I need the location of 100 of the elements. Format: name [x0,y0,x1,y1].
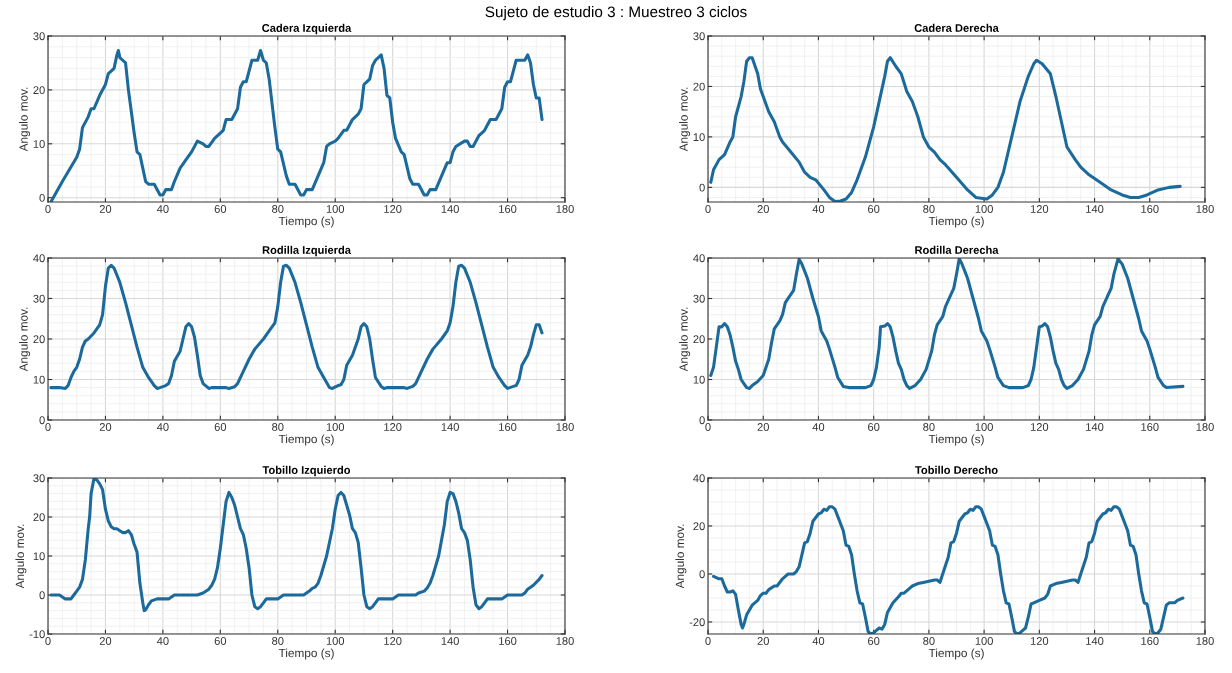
y-tick-label: 20 [33,335,45,344]
x-tick-label: 140 [1086,205,1104,213]
x-tick-label: 60 [214,205,227,213]
line-series [49,478,544,613]
y-axis-title: Angulo mov. [679,87,691,152]
y-axis-title: Angulo mov. [19,307,31,372]
x-tick-label: 40 [812,637,825,645]
chart-title: Rodilla Derecha [915,245,999,254]
x-axis-title: Tiempo (s) [928,216,984,228]
x-tick-label: 100 [326,205,345,213]
x-tick-label: 140 [441,637,459,645]
y-tick-label: 20 [33,513,45,522]
x-tick-label: 120 [1030,637,1049,645]
y-tick-label: 0 [699,570,705,579]
x-tick-label: 80 [923,637,935,645]
y-axis-title: Angulo mov. [675,524,687,589]
line-series [709,258,1185,390]
x-tick-label: 180 [1196,423,1214,431]
x-tick-label: 140 [441,423,459,431]
chart-title: Tobillo Izquierdo [262,465,351,477]
x-tick-label: 120 [384,423,402,431]
y-tick-label: 30 [33,32,45,41]
y-axis-title: Angulo mov. [15,524,27,589]
x-tick-label: 120 [384,205,402,213]
y-tick-label: 30 [33,294,45,303]
x-tick-label: 160 [1141,205,1159,213]
x-tick-label: 20 [757,205,769,213]
x-tick-label: 40 [156,637,169,645]
y-tick-label: 20 [693,335,705,344]
x-tick-label: 0 [45,205,51,213]
x-tick-label: 20 [99,205,112,213]
x-tick-label: 160 [499,205,517,213]
x-tick-label: 20 [99,637,112,645]
x-tick-label: 140 [1086,637,1104,645]
y-tick-label: 30 [693,294,705,303]
x-tick-label: 60 [868,423,880,431]
chart-title: Rodilla Izquierda [262,245,352,257]
x-tick-label: 20 [757,423,769,431]
y-tick-label: 30 [33,474,45,483]
x-tick-label: 180 [556,423,574,431]
x-tick-label: 0 [45,637,51,645]
y-axis-title: Angulo mov. [19,87,31,152]
y-tick-label: -20 [689,618,705,627]
line-series [49,263,544,390]
chart-title: Tobillo Derecho [915,465,998,474]
x-tick-label: 80 [923,423,935,431]
y-tick-label: 0 [39,193,45,202]
x-tick-label: 100 [975,205,993,213]
x-tick-label: 80 [923,205,935,213]
chart-title: Cadera Izquierda [262,23,352,35]
x-axis-title: Tiempo (s) [928,434,984,446]
x-tick-label: 180 [1196,205,1214,213]
x-tick-label: 160 [1141,637,1159,645]
x-tick-label: 180 [1196,637,1214,645]
x-tick-label: 180 [556,205,574,213]
chart-title: Cadera Derecha [914,23,999,32]
y-tick-label: 10 [33,140,45,148]
y-tick-label: 30 [693,32,705,41]
x-tick-label: 100 [975,423,993,431]
y-tick-label: 10 [33,552,45,561]
x-tick-label: 60 [214,637,227,645]
line-series [49,49,544,202]
x-tick-label: 160 [499,423,517,431]
x-tick-label: 80 [272,423,284,431]
x-tick-label: 40 [812,423,825,431]
x-tick-label: 120 [1030,205,1049,213]
x-axis-title: Tiempo (s) [278,648,334,660]
x-tick-label: 160 [1141,423,1159,431]
line-series [711,505,1185,634]
line-series [709,56,1182,202]
y-tick-label: 0 [699,183,705,192]
x-tick-label: 80 [272,205,284,213]
x-axis-title: Tiempo (s) [278,434,334,446]
y-tick-label: 40 [693,254,705,263]
y-tick-label: 20 [693,82,705,91]
x-tick-label: 120 [1030,423,1049,431]
x-tick-label: 140 [441,205,459,213]
x-tick-label: 0 [705,423,711,431]
x-tick-label: 60 [214,423,227,431]
y-tick-label: 20 [33,86,45,95]
x-tick-label: 20 [99,423,112,431]
x-tick-label: 40 [156,423,169,431]
x-tick-label: 80 [272,637,284,645]
x-axis-title: Tiempo (s) [278,216,334,228]
x-tick-label: 60 [868,637,880,645]
y-tick-label: 0 [699,416,705,425]
x-tick-label: 60 [868,205,880,213]
x-tick-label: 0 [705,637,711,645]
y-tick-label: 0 [39,416,45,425]
y-axis-title: Angulo mov. [679,307,691,372]
x-tick-label: 100 [975,637,993,645]
y-tick-label: -10 [29,630,45,639]
x-tick-label: 20 [757,637,769,645]
y-tick-label: 0 [39,591,45,600]
x-axis-title: Tiempo (s) [928,648,984,660]
x-tick-label: 120 [384,637,402,645]
y-tick-label: 10 [693,133,705,142]
y-tick-label: 40 [33,254,45,263]
x-tick-label: 0 [45,423,51,431]
y-tick-label: 20 [693,522,705,531]
